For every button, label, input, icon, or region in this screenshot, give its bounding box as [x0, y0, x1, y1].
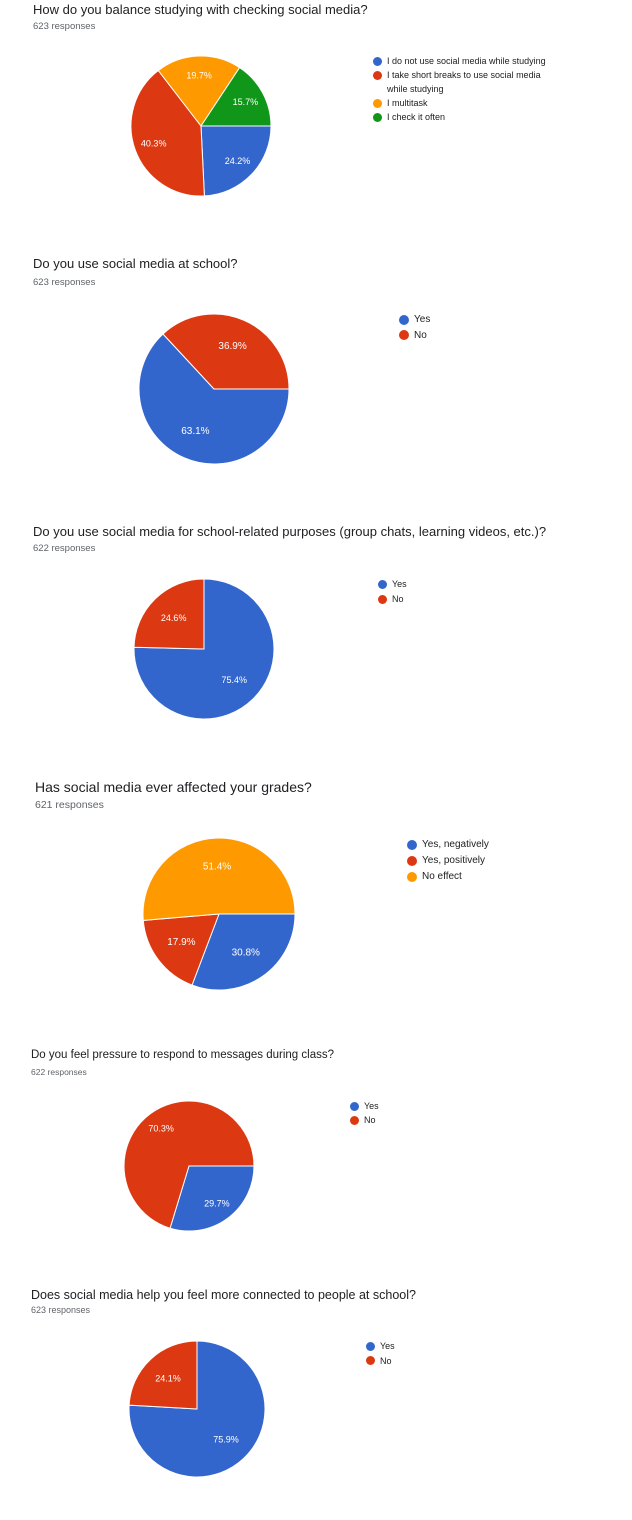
pie-slice-i-take-short-breaks-to-use-social-media-while-studying: [130, 69, 205, 197]
pie-slice-i-check-it-often: [200, 66, 272, 127]
legend-label: I multitask: [387, 98, 428, 108]
slice-percent-label: 75.4%: [222, 675, 248, 685]
legend-label: Yes: [380, 1341, 395, 1351]
legend-swatch: [366, 1356, 375, 1366]
legend-swatch: [373, 112, 382, 122]
pie-slice-no: [162, 313, 290, 390]
legend-item-yes: Yes: [366, 1339, 566, 1354]
legend-item-yes: Yes: [378, 577, 578, 592]
slice-percent-label: 17.9%: [167, 937, 195, 948]
pie-slice-no: [133, 578, 205, 650]
legend-swatch: [350, 1115, 359, 1125]
legend-swatch: [373, 70, 382, 80]
legend-item-no: No: [399, 328, 599, 344]
slice-percent-label: 19.7%: [186, 71, 212, 81]
pie-slice-yes: [169, 1165, 255, 1232]
legend-swatch: [373, 56, 382, 66]
chart-title: Do you use social media for school-relat…: [33, 524, 547, 539]
legend-label: I take short breaks to use social media …: [387, 70, 541, 94]
pie-slice-no-effect: [142, 837, 296, 921]
legend-item-i-check-it-often: I check it often: [373, 110, 563, 124]
slice-percent-label: 51.4%: [203, 861, 231, 872]
chart-title: Has social media ever affected your grad…: [35, 779, 312, 795]
response-count: 622 responses: [31, 1067, 87, 1077]
legend-item-no: No: [350, 1113, 550, 1127]
response-count: 623 responses: [33, 21, 96, 32]
legend-item-yes: Yes: [399, 312, 599, 328]
slice-percent-label: 24.2%: [225, 156, 251, 166]
legend-label: No effect: [422, 871, 462, 882]
slice-percent-label: 24.1%: [155, 1373, 181, 1383]
legend-label: Yes, positively: [422, 855, 485, 866]
slice-percent-label: 30.8%: [232, 947, 260, 958]
pie: 30.8% 17.9% 51.4%: [142, 837, 296, 991]
legend-item-no-effect: No effect: [407, 869, 607, 885]
legend-swatch: [373, 98, 382, 108]
legend-swatch: [407, 840, 417, 850]
legend: Yes, negatively Yes, positively No effect: [407, 837, 607, 885]
chart-title: Do you use social media at school?: [33, 256, 238, 271]
legend-item-no: No: [366, 1354, 566, 1369]
pie-slice-i-do-not-use-social-media-while-studying: [200, 125, 272, 197]
slice-percent-label: 40.3%: [141, 138, 167, 148]
legend-item-yes-negatively: Yes, negatively: [407, 837, 607, 853]
slice-percent-label: 63.1%: [181, 426, 209, 437]
slice-percent-label: 24.6%: [161, 613, 187, 623]
legend-label: Yes: [414, 314, 431, 325]
legend-label: No: [380, 1355, 392, 1366]
slice-percent-label: 15.7%: [233, 97, 259, 107]
pie-slice-yes-negatively: [191, 913, 296, 991]
chart-title: Does social media help you feel more con…: [31, 1288, 416, 1302]
pie-slice-no: [128, 1340, 198, 1410]
pie-slice-no: [123, 1100, 255, 1229]
legend-label: I check it often: [387, 112, 446, 122]
legend-swatch: [399, 314, 409, 325]
legend: I do not use social media while studying…: [373, 54, 563, 124]
legend-swatch: [407, 872, 417, 882]
legend-label: No: [364, 1115, 376, 1125]
response-count: 623 responses: [31, 1305, 91, 1315]
slice-percent-label: 29.7%: [204, 1199, 230, 1209]
response-count: 621 responses: [35, 799, 104, 811]
legend-item-no: No: [378, 592, 578, 607]
legend-swatch: [378, 595, 387, 604]
legend-item-i-multitask: I multitask: [373, 96, 563, 110]
pie: 29.7% 70.3%: [123, 1100, 255, 1232]
chart-title: Do you feel pressure to respond to messa…: [31, 1049, 334, 1061]
legend-swatch: [350, 1101, 359, 1111]
legend-item-i-take-short-breaks-to-use-social-media-while-studying: I take short breaks to use social media …: [373, 68, 563, 96]
legend-item-yes: Yes: [350, 1099, 550, 1113]
legend-label: Yes: [364, 1101, 379, 1111]
pie: 75.9% 24.1%: [128, 1340, 266, 1478]
response-count: 622 responses: [33, 543, 96, 554]
chart-title: How do you balance studying with checkin…: [33, 2, 368, 17]
legend: Yes No: [378, 577, 578, 607]
legend: Yes No: [366, 1339, 566, 1368]
pie: 63.1% 36.9%: [138, 313, 290, 465]
legend-swatch: [407, 856, 417, 866]
slice-percent-label: 70.3%: [148, 1123, 174, 1133]
pie-slice-yes: [138, 333, 290, 465]
legend-label: Yes: [392, 579, 407, 589]
pie-slice-i-multitask: [157, 55, 241, 127]
legend-label: I do not use social media while studying: [387, 56, 546, 66]
pie-slice-yes-positively: [142, 913, 220, 986]
legend-swatch: [378, 580, 387, 589]
slice-percent-label: 36.9%: [218, 341, 246, 352]
legend-item-yes-positively: Yes, positively: [407, 853, 607, 869]
pie: 75.4% 24.6%: [133, 578, 275, 720]
legend-swatch: [399, 330, 409, 341]
response-count: 623 responses: [33, 277, 96, 288]
legend: Yes No: [399, 312, 599, 343]
legend: Yes No: [350, 1099, 550, 1127]
legend-label: No: [392, 594, 404, 604]
legend-label: No: [414, 329, 427, 341]
legend-label: Yes, negatively: [422, 839, 489, 850]
legend-swatch: [366, 1341, 375, 1351]
pie: 24.2% 40.3% 19.7% 15.7%: [130, 55, 272, 197]
slice-percent-label: 75.9%: [213, 1435, 239, 1445]
legend-item-i-do-not-use-social-media-while-studying: I do not use social media while studying: [373, 54, 563, 68]
